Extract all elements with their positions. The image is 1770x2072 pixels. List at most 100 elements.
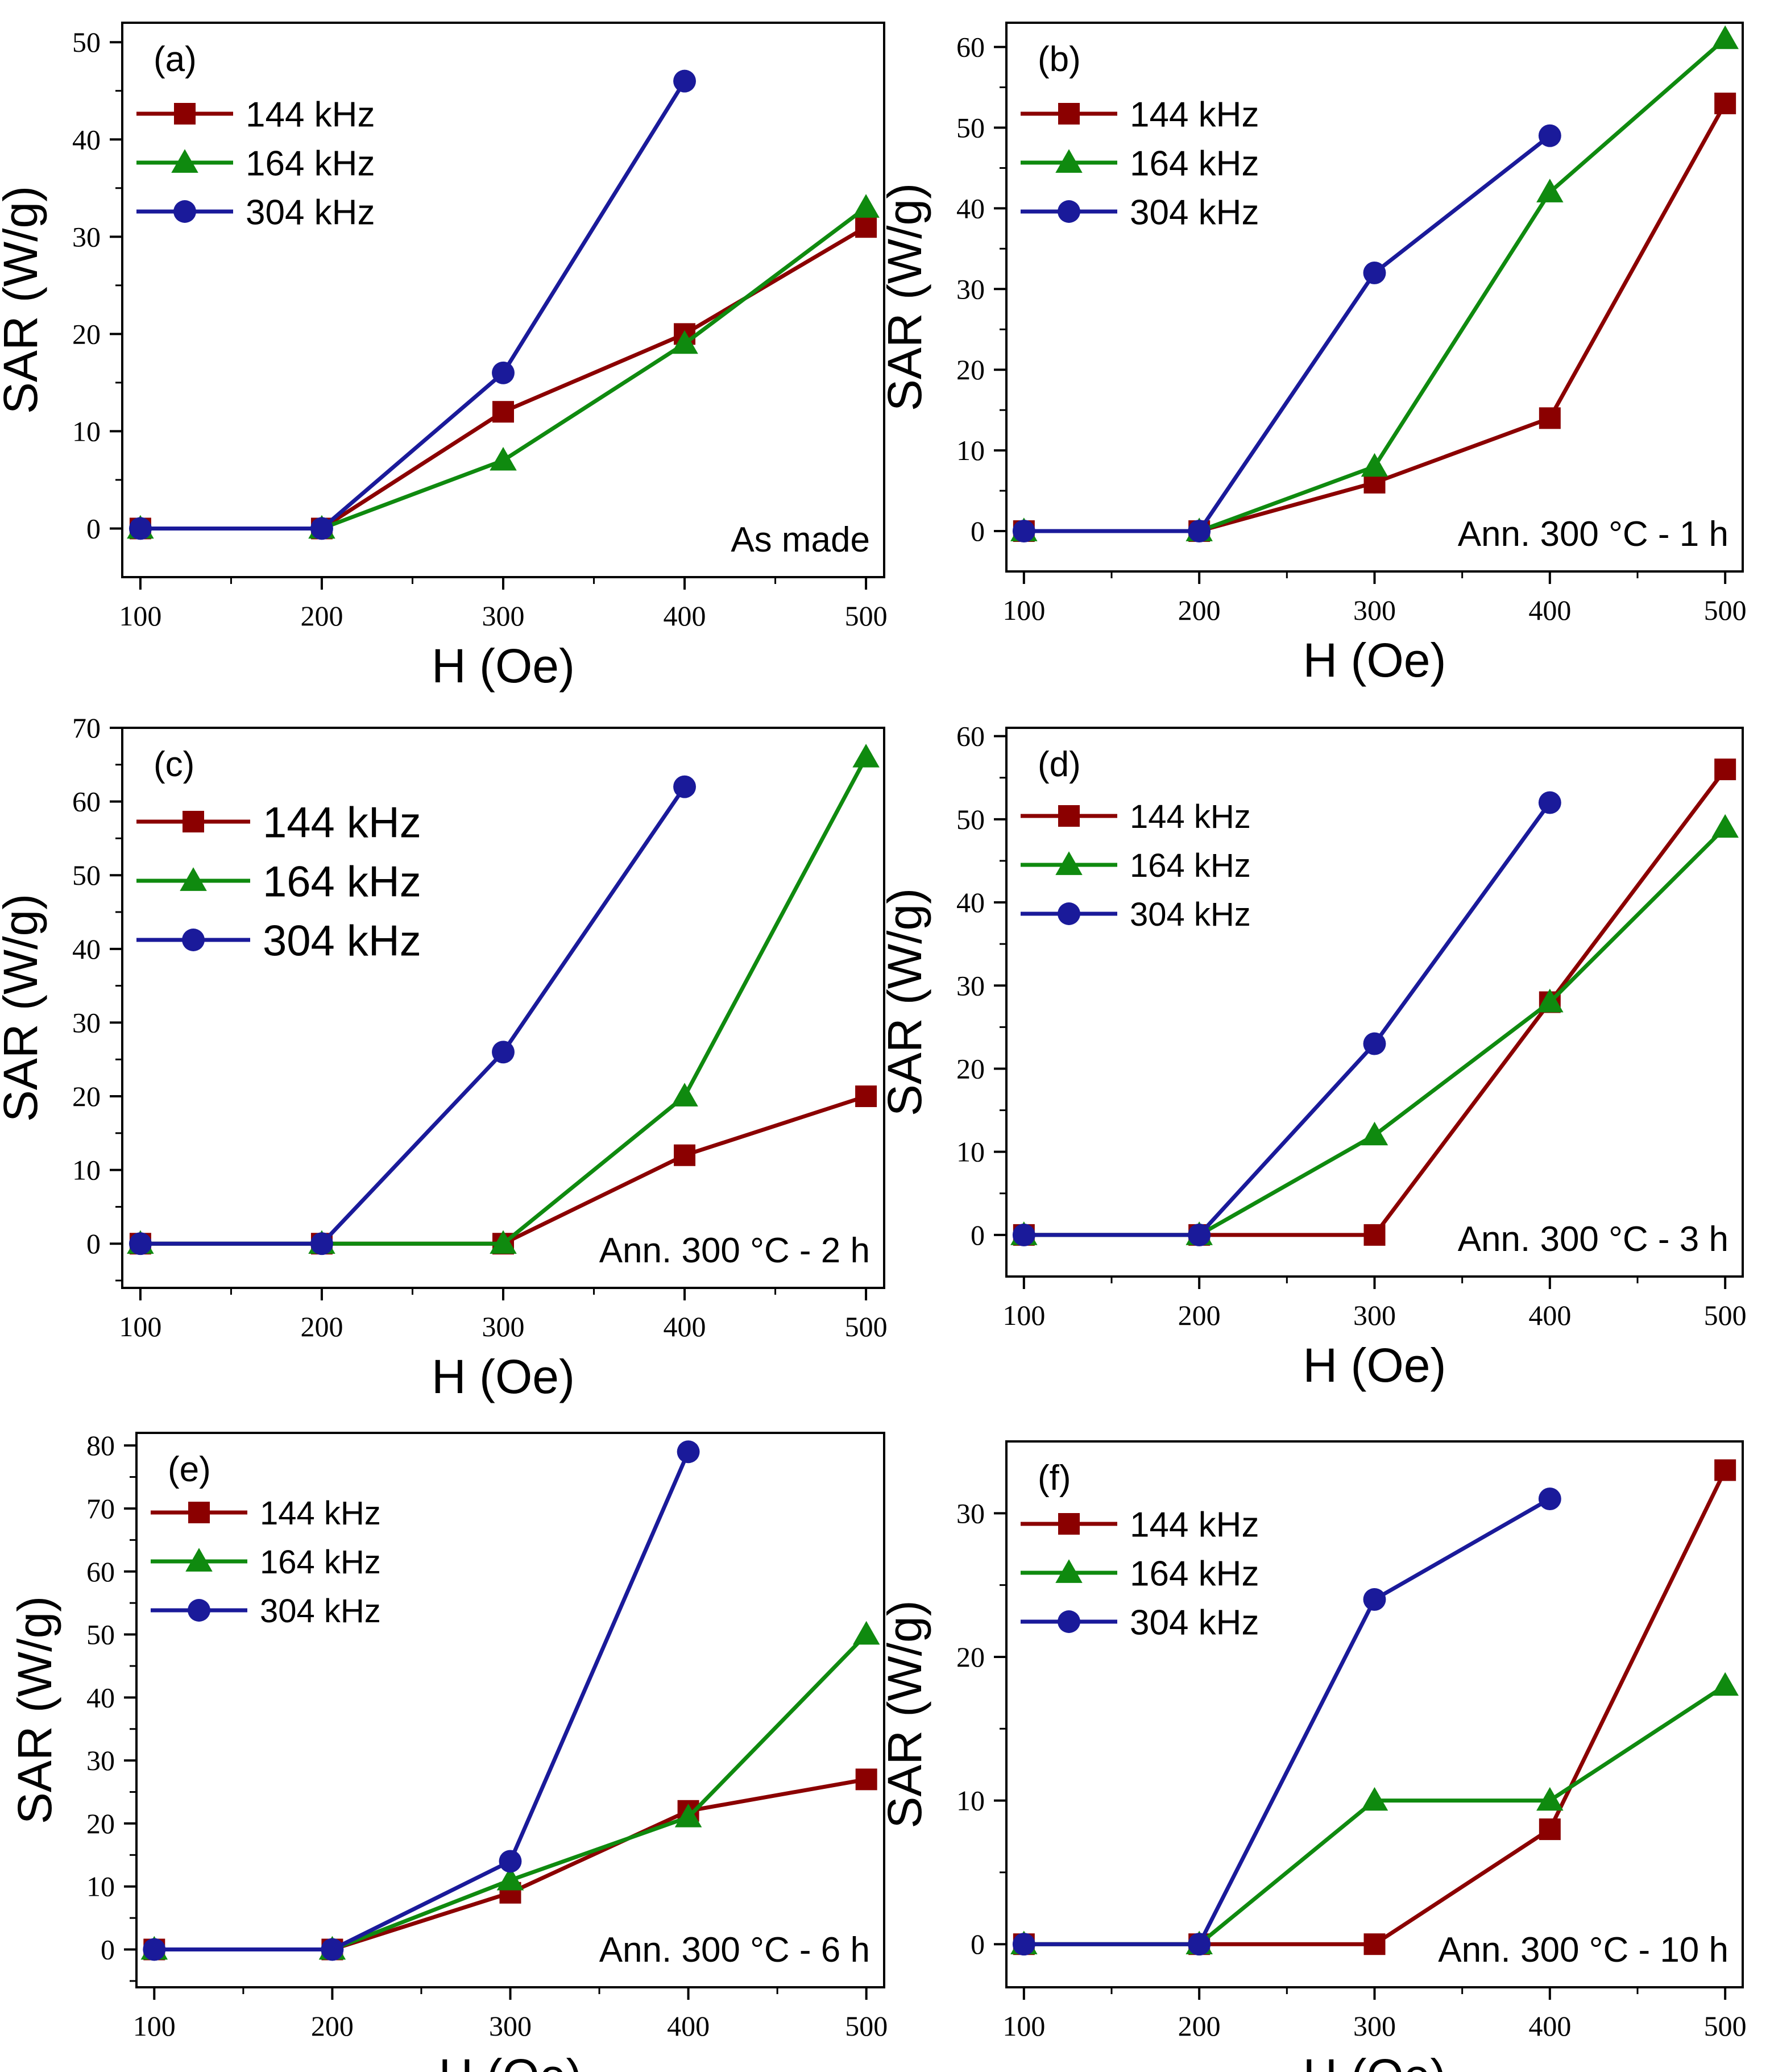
data-point bbox=[1538, 791, 1561, 814]
panel-e: 100 200 300 400 500 0 10 20 30 40 50 60 70 80 H (Oe) SA… bbox=[8, 1429, 888, 2072]
data-point bbox=[677, 1440, 700, 1464]
legend-label: 164 kHz bbox=[246, 144, 375, 183]
series-144-khz bbox=[1013, 759, 1736, 1246]
panel-label: (d) bbox=[1038, 745, 1081, 784]
data-point bbox=[1714, 1459, 1736, 1481]
x-axis-title: H (Oe) bbox=[432, 1350, 575, 1403]
data-point bbox=[852, 194, 880, 218]
data-point bbox=[673, 69, 696, 93]
legend-marker bbox=[173, 200, 196, 223]
data-point bbox=[499, 1850, 522, 1873]
data-point bbox=[1536, 179, 1564, 202]
legend-marker bbox=[1055, 851, 1083, 875]
legend-item: 144 kHz bbox=[1021, 798, 1251, 835]
y-tick-label: 0 bbox=[971, 1928, 985, 1960]
plot-frame bbox=[1005, 727, 1744, 1278]
legend-item: 164 kHz bbox=[151, 1544, 381, 1581]
y-axis-title: SAR (W/g) bbox=[878, 888, 931, 1116]
x-tick-label: 500 bbox=[1704, 1299, 1747, 1331]
x-tick-label: 300 bbox=[489, 2010, 532, 2042]
y-tick-label: 40 bbox=[72, 123, 101, 155]
panel-annotation: Ann. 300 °C - 10 h bbox=[1438, 1930, 1728, 1970]
data-point bbox=[855, 1085, 877, 1108]
legend-marker bbox=[180, 867, 207, 891]
y-tick-label: 40 bbox=[956, 886, 985, 918]
y-tick-label: 30 bbox=[72, 221, 101, 252]
y-tick-label: 50 bbox=[956, 111, 985, 143]
legend: 144 kHz 164 kHz 304 kHz bbox=[151, 1495, 381, 1630]
y-tick-label: 60 bbox=[72, 786, 101, 818]
x-tick-label: 100 bbox=[133, 2010, 176, 2042]
y-tick-label: 40 bbox=[86, 1681, 115, 1713]
legend-item: 144 kHz bbox=[1021, 1505, 1259, 1544]
legend-item: 144 kHz bbox=[1021, 95, 1259, 134]
x-tick-label: 400 bbox=[667, 2010, 710, 2042]
panel-d: 100 200 300 400 500 0 10 20 30 40 50 60 H (Oe) SAR (W… bbox=[878, 720, 1747, 1392]
y-axis-title: SAR (W/g) bbox=[878, 1600, 931, 1828]
legend-item: 304 kHz bbox=[136, 193, 375, 232]
y-tick-label: 0 bbox=[86, 1228, 101, 1259]
legend-item: 304 kHz bbox=[1021, 896, 1251, 933]
series-line bbox=[140, 785, 686, 1246]
data-point bbox=[1539, 407, 1561, 429]
legend-label: 304 kHz bbox=[246, 193, 375, 232]
data-point bbox=[1538, 124, 1561, 147]
legend-label: 144 kHz bbox=[246, 95, 375, 134]
series-line bbox=[1023, 134, 1551, 533]
y-tick-label: 0 bbox=[86, 512, 101, 544]
y-tick-label: 70 bbox=[72, 712, 101, 744]
x-axis-title: H (Oe) bbox=[432, 639, 575, 693]
legend-item: 144 kHz bbox=[136, 798, 421, 847]
panel-annotation: Ann. 300 °C - 1 h bbox=[1458, 515, 1728, 554]
legend-label: 164 kHz bbox=[260, 1544, 381, 1581]
data-point bbox=[1711, 814, 1739, 838]
panel-label: (e) bbox=[168, 1450, 211, 1489]
data-point bbox=[1538, 1487, 1561, 1511]
legend-item: 304 kHz bbox=[151, 1593, 381, 1630]
data-point bbox=[310, 1232, 333, 1255]
y-tick-label: 40 bbox=[956, 192, 985, 224]
data-point bbox=[1188, 1223, 1211, 1246]
series-line bbox=[1023, 826, 1727, 1237]
y-tick-label: 30 bbox=[86, 1744, 115, 1776]
y-axis-title: SAR (W/g) bbox=[878, 183, 931, 411]
panel-b: 100 200 300 400 500 0 10 20 30 40 50 60 H (Oe) SAR (W… bbox=[878, 22, 1747, 687]
legend: 144 kHz 164 kHz 304 kHz bbox=[1021, 1505, 1259, 1642]
x-tick-label: 500 bbox=[845, 2010, 888, 2042]
x-axis-title: H (Oe) bbox=[1303, 2049, 1446, 2072]
data-point bbox=[1188, 1933, 1211, 1956]
data-point bbox=[1536, 1787, 1564, 1811]
panel-annotation: Ann. 300 °C - 3 h bbox=[1458, 1220, 1728, 1259]
legend-item: 164 kHz bbox=[136, 144, 375, 183]
series-304-khz bbox=[128, 69, 696, 540]
series-144-khz bbox=[1013, 1459, 1736, 1955]
data-point bbox=[492, 1041, 515, 1064]
legend-marker bbox=[183, 811, 204, 832]
x-tick-label: 400 bbox=[664, 600, 706, 632]
data-point bbox=[492, 361, 515, 384]
y-tick-label: 0 bbox=[971, 1219, 985, 1251]
data-point bbox=[1714, 759, 1736, 781]
series-304-khz bbox=[143, 1440, 700, 1961]
y-tick-label: 10 bbox=[72, 415, 101, 447]
x-tick-label: 300 bbox=[1353, 594, 1396, 626]
data-point bbox=[128, 1232, 152, 1255]
panel-annotation: Ann. 300 °C - 2 h bbox=[599, 1231, 870, 1270]
y-axis-title: SAR (W/g) bbox=[0, 894, 47, 1122]
legend-marker bbox=[1058, 200, 1080, 223]
legend-label: 144 kHz bbox=[1130, 95, 1259, 134]
data-point bbox=[1363, 1032, 1386, 1055]
series-line bbox=[1023, 768, 1727, 1237]
legend-item: 164 kHz bbox=[1021, 1554, 1259, 1593]
y-tick-label: 0 bbox=[101, 1934, 115, 1966]
legend-label: 164 kHz bbox=[1130, 847, 1251, 884]
x-tick-label: 500 bbox=[845, 600, 888, 632]
data-point bbox=[1363, 1224, 1386, 1246]
data-point bbox=[671, 1083, 698, 1107]
legend: 144 kHz 164 kHz 304 kHz bbox=[1021, 95, 1259, 232]
series-304-khz bbox=[1012, 124, 1561, 542]
legend-label: 304 kHz bbox=[260, 1593, 381, 1630]
data-point bbox=[490, 446, 517, 471]
data-point bbox=[671, 330, 698, 354]
series-164-khz bbox=[140, 1621, 880, 1960]
